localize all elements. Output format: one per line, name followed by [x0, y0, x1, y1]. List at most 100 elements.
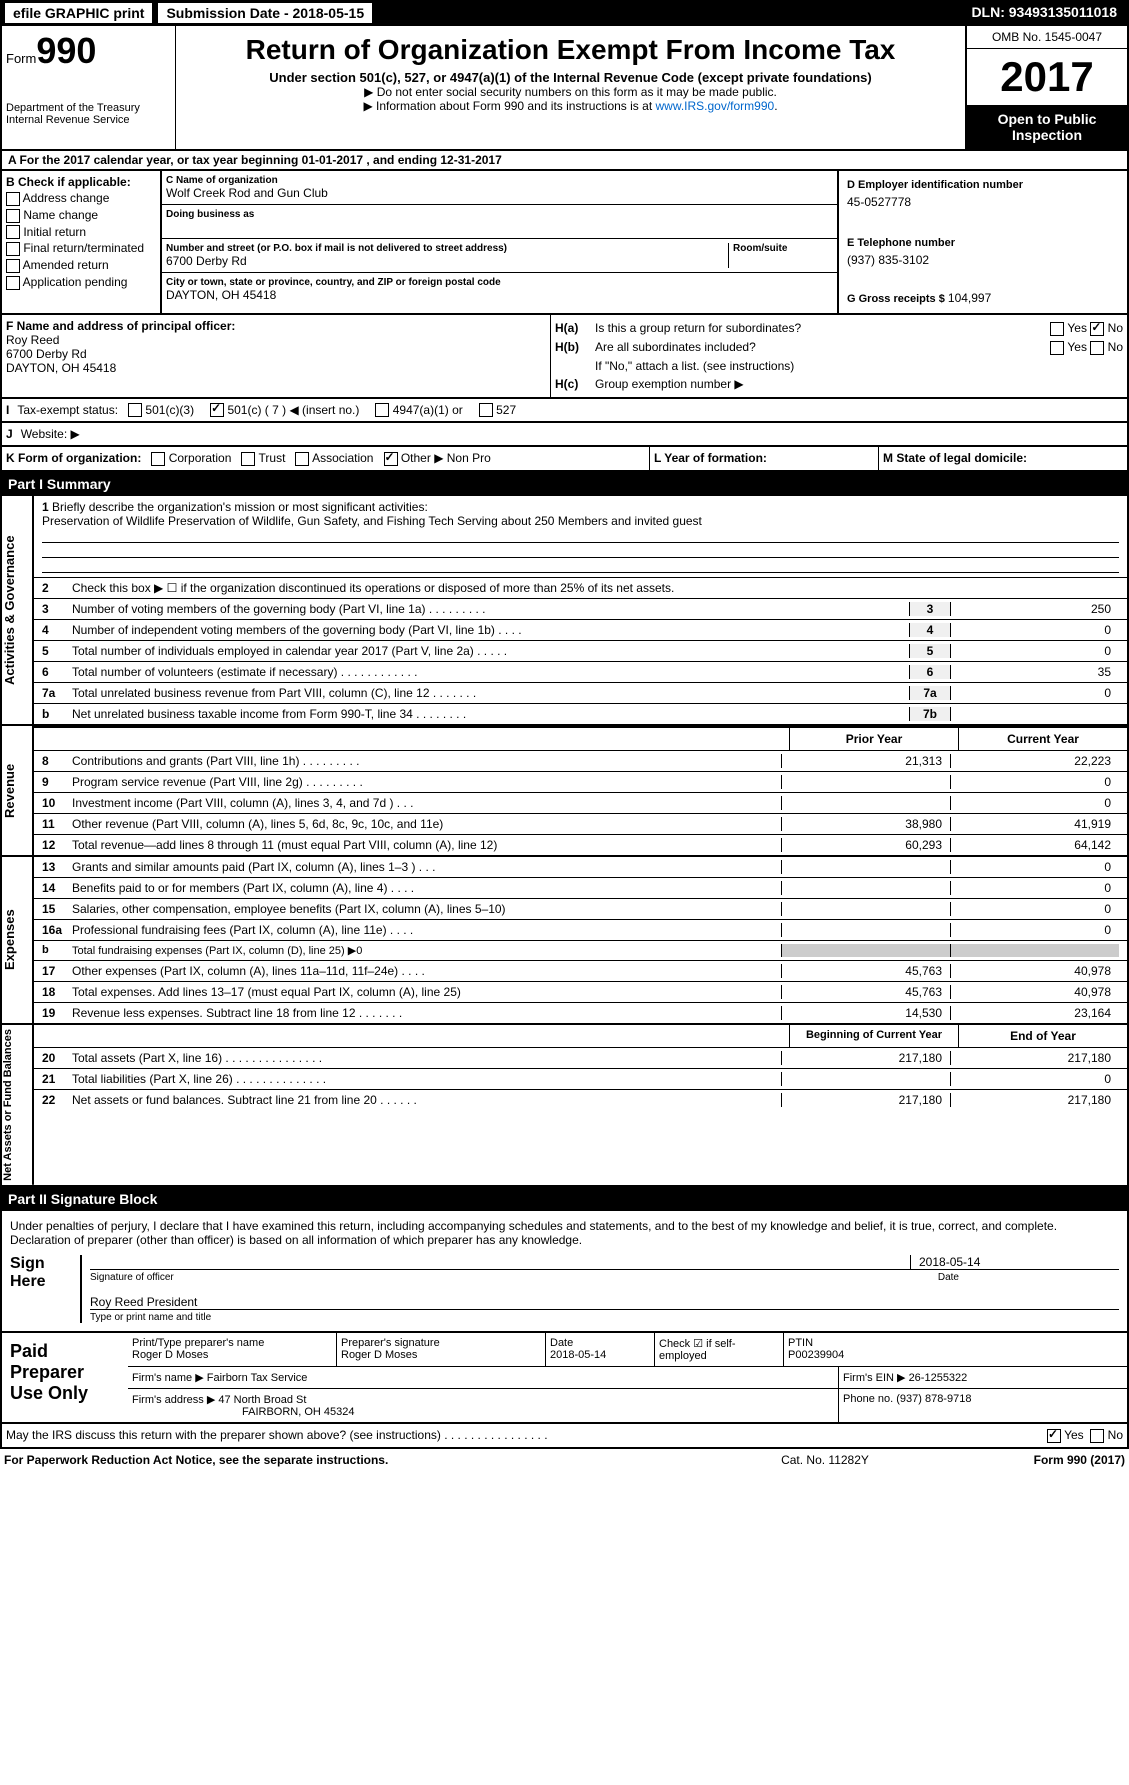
check-501c[interactable]: 501(c) ( 7 ) ◀ (insert no.): [210, 403, 359, 418]
val-22-beg: 217,180: [781, 1093, 951, 1107]
tab-governance: Activities & Governance: [2, 496, 34, 724]
form-id: Form990 Department of the Treasury Inter…: [2, 26, 176, 149]
telephone: (937) 835-3102: [847, 253, 1119, 267]
form-header: Form990 Department of the Treasury Inter…: [0, 26, 1129, 151]
declaration: Under penalties of perjury, I declare th…: [10, 1219, 1119, 1247]
sig-date: 2018-05-14: [910, 1255, 1119, 1269]
val-16b-prior: [781, 944, 951, 957]
check-4947[interactable]: 4947(a)(1) or: [375, 403, 462, 418]
summary-revenue: Revenue Prior YearCurrent Year 8Contribu…: [0, 726, 1129, 857]
val-10-prior: [781, 796, 951, 810]
val-17-curr: 40,978: [951, 964, 1119, 978]
year-box: OMB No. 1545-0047 2017 Open to Public In…: [965, 26, 1127, 149]
part2-header: Part II Signature Block: [0, 1187, 1129, 1211]
check-trust[interactable]: Trust: [241, 451, 285, 465]
col-h: H(a)Is this a group return for subordina…: [551, 315, 1127, 397]
val-7b: [951, 707, 1119, 721]
firm-addr: 47 North Broad St: [218, 1394, 306, 1406]
row-klm: K Form of organization: Corporation Trus…: [0, 447, 1129, 472]
prep-self: Check ☑ if self-employed: [655, 1333, 784, 1366]
org-city: DAYTON, OH 45418: [166, 288, 833, 302]
val-18-prior: 45,763: [781, 985, 951, 999]
col-d: D Employer identification number45-05277…: [839, 171, 1127, 313]
summary-expenses: Expenses 13Grants and similar amounts pa…: [0, 857, 1129, 1025]
discuss-no[interactable]: [1090, 1429, 1104, 1443]
val-21-beg: [781, 1072, 951, 1086]
submission-date: Submission Date - 2018-05-15: [157, 2, 373, 24]
check-address[interactable]: Address change: [6, 191, 156, 206]
val-9-curr: 0: [951, 775, 1119, 789]
col-k: K Form of organization: Corporation Trus…: [2, 447, 650, 470]
val-11-prior: 38,980: [781, 817, 951, 831]
check-assoc[interactable]: Association: [295, 451, 373, 465]
col-b: B Check if applicable: Address change Na…: [2, 171, 160, 313]
val-6: 35: [951, 665, 1119, 679]
val-4: 0: [951, 623, 1119, 637]
firm-city: FAIRBORN, OH 45324: [242, 1406, 834, 1418]
val-21-end: 0: [951, 1072, 1119, 1086]
firm-phone: (937) 878-9718: [896, 1393, 971, 1405]
val-15-prior: [781, 902, 951, 916]
summary-netassets: Net Assets or Fund Balances Beginning of…: [0, 1025, 1129, 1187]
val-5: 0: [951, 644, 1119, 658]
firm-ein: 26-1255322: [909, 1372, 968, 1384]
val-14-curr: 0: [951, 881, 1119, 895]
check-name[interactable]: Name change: [6, 208, 156, 223]
top-bar: efile GRAPHIC print Submission Date - 20…: [0, 0, 1129, 26]
val-12-prior: 60,293: [781, 838, 951, 852]
val-20-end: 217,180: [951, 1051, 1119, 1065]
val-22-end: 217,180: [951, 1093, 1119, 1107]
officer-addr: 6700 Derby Rd: [6, 347, 546, 361]
note1: ▶ Do not enter social security numbers o…: [184, 85, 957, 99]
val-8-prior: 21,313: [781, 754, 951, 768]
discuss-yes[interactable]: [1047, 1429, 1061, 1443]
note2: ▶ Information about Form 990 and its ins…: [184, 99, 957, 113]
officer-name-sig: Roy Reed President: [90, 1295, 1119, 1309]
val-14-prior: [781, 881, 951, 895]
col-l: L Year of formation:: [650, 447, 879, 470]
summary-governance: Activities & Governance 1 Briefly descri…: [0, 496, 1129, 726]
check-other[interactable]: Other ▶: [384, 451, 444, 465]
preparer-block: Paid Preparer Use Only Print/Type prepar…: [0, 1333, 1129, 1424]
check-initial[interactable]: Initial return: [6, 225, 156, 240]
section-fh: F Name and address of principal officer:…: [0, 315, 1129, 399]
check-501c3[interactable]: 501(c)(3): [128, 403, 194, 418]
subtitle: Under section 501(c), 527, or 4947(a)(1)…: [184, 70, 957, 85]
val-17-prior: 45,763: [781, 964, 951, 978]
col-m: M State of legal domicile:: [879, 447, 1127, 470]
val-19-prior: 14,530: [781, 1006, 951, 1020]
check-527[interactable]: 527: [479, 403, 516, 418]
val-8-curr: 22,223: [951, 754, 1119, 768]
prep-ptin: P00239904: [788, 1349, 1123, 1361]
line-j: J Website: ▶: [0, 423, 1129, 447]
val-16a-curr: 0: [951, 923, 1119, 937]
mission-text: Preservation of Wildlife Preservation of…: [42, 514, 1119, 528]
page-footer: For Paperwork Reduction Act Notice, see …: [0, 1449, 1129, 1471]
val-7a: 0: [951, 686, 1119, 700]
val-10-curr: 0: [951, 796, 1119, 810]
org-name: Wolf Creek Rod and Gun Club: [166, 186, 833, 200]
tax-year: 2017: [967, 49, 1127, 105]
officer-city: DAYTON, OH 45418: [6, 361, 546, 375]
officer-name: Roy Reed: [6, 333, 546, 347]
check-final[interactable]: Final return/terminated: [6, 241, 156, 256]
check-amended[interactable]: Amended return: [6, 258, 156, 273]
line-i: I Tax-exempt status: 501(c)(3) 501(c) ( …: [0, 399, 1129, 424]
val-15-curr: 0: [951, 902, 1119, 916]
org-address: 6700 Derby Rd: [166, 254, 728, 268]
prep-sig: Roger D Moses: [341, 1349, 541, 1361]
check-corp[interactable]: Corporation: [151, 451, 231, 465]
firm-name: Fairborn Tax Service: [207, 1372, 308, 1384]
val-13-curr: 0: [951, 860, 1119, 874]
omb: OMB No. 1545-0047: [967, 26, 1127, 49]
check-pending[interactable]: Application pending: [6, 275, 156, 290]
val-18-curr: 40,978: [951, 985, 1119, 999]
prep-date: 2018-05-14: [550, 1349, 650, 1361]
tab-expenses: Expenses: [2, 857, 34, 1023]
ein: 45-0527778: [847, 195, 1119, 209]
irs-link[interactable]: www.IRS.gov/form990: [655, 99, 774, 113]
section-bcd: B Check if applicable: Address change Na…: [0, 171, 1129, 315]
val-16a-prior: [781, 923, 951, 937]
tab-netassets: Net Assets or Fund Balances: [2, 1025, 34, 1185]
val-16b-curr: [951, 944, 1119, 957]
